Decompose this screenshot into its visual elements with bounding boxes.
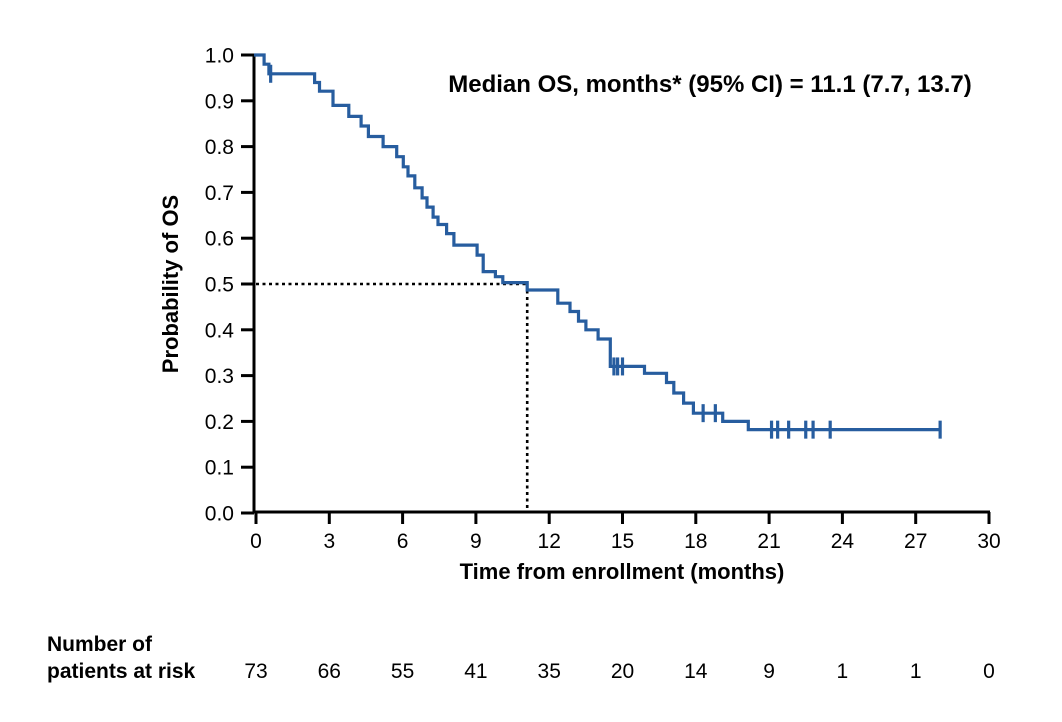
y-tick-label: 0.8	[205, 136, 234, 159]
y-tick-label: 0.5	[205, 274, 234, 297]
km-step-path	[254, 53, 941, 432]
x-tick-label: 18	[684, 530, 707, 553]
risk-count: 14	[684, 660, 708, 683]
y-tick-label: 0.6	[205, 228, 234, 251]
median-os-annotation: Median OS, months* (95% CI) = 11.1 (7.7,…	[448, 71, 972, 98]
y-axis-title: Probability of OS	[158, 195, 183, 373]
risk-count: 9	[763, 660, 775, 683]
risk-count: 55	[391, 660, 414, 683]
x-axis-title: Time from enrollment (months)	[460, 559, 785, 584]
x-tick-label: 12	[538, 530, 561, 553]
x-tick-label: 27	[904, 530, 927, 553]
y-tick-label: 0.3	[205, 365, 234, 388]
y-tick-label: 0.7	[205, 182, 234, 205]
risk-table-label-line2: patients at risk	[47, 660, 196, 683]
risk-count: 1	[910, 660, 922, 683]
y-tick-label: 0.9	[205, 90, 234, 113]
x-axis-ticks: 0 3 6 9 12 15 18 21 24 27 30	[250, 512, 1001, 553]
risk-count: 1	[837, 660, 849, 683]
risk-count: 66	[318, 660, 341, 683]
risk-count: 0	[983, 660, 995, 683]
risk-count: 73	[244, 660, 267, 683]
risk-count: 20	[611, 660, 634, 683]
y-tick-label: 0.2	[205, 411, 234, 434]
y-tick-label: 0.1	[205, 457, 234, 480]
x-tick-label: 30	[977, 530, 1000, 553]
y-tick-label: 0.0	[205, 503, 234, 526]
y-tick-label: 1.0	[205, 45, 234, 68]
risk-count: 41	[464, 660, 487, 683]
x-tick-label: 0	[250, 530, 262, 553]
y-tick-label: 0.4	[205, 319, 235, 342]
x-tick-label: 9	[470, 530, 482, 553]
x-tick-label: 24	[831, 530, 855, 553]
x-tick-label: 21	[757, 530, 780, 553]
censor-marks	[269, 64, 942, 439]
x-tick-label: 6	[397, 530, 409, 553]
survival-curve	[254, 53, 941, 432]
y-axis-ticks: 1.0 0.9 0.8 0.7 0.6 0.5 0.4 0.3 0.2 0.1 0.0	[205, 45, 254, 526]
median-reference-lines	[256, 282, 529, 511]
x-tick-label: 3	[323, 530, 335, 553]
risk-count: 35	[538, 660, 561, 683]
x-tick-label: 15	[611, 530, 634, 553]
risk-table-label-line1: Number of	[47, 633, 153, 656]
risk-table-values: 73 66 55 41 35 20 14 9 1 1 0	[244, 660, 995, 683]
